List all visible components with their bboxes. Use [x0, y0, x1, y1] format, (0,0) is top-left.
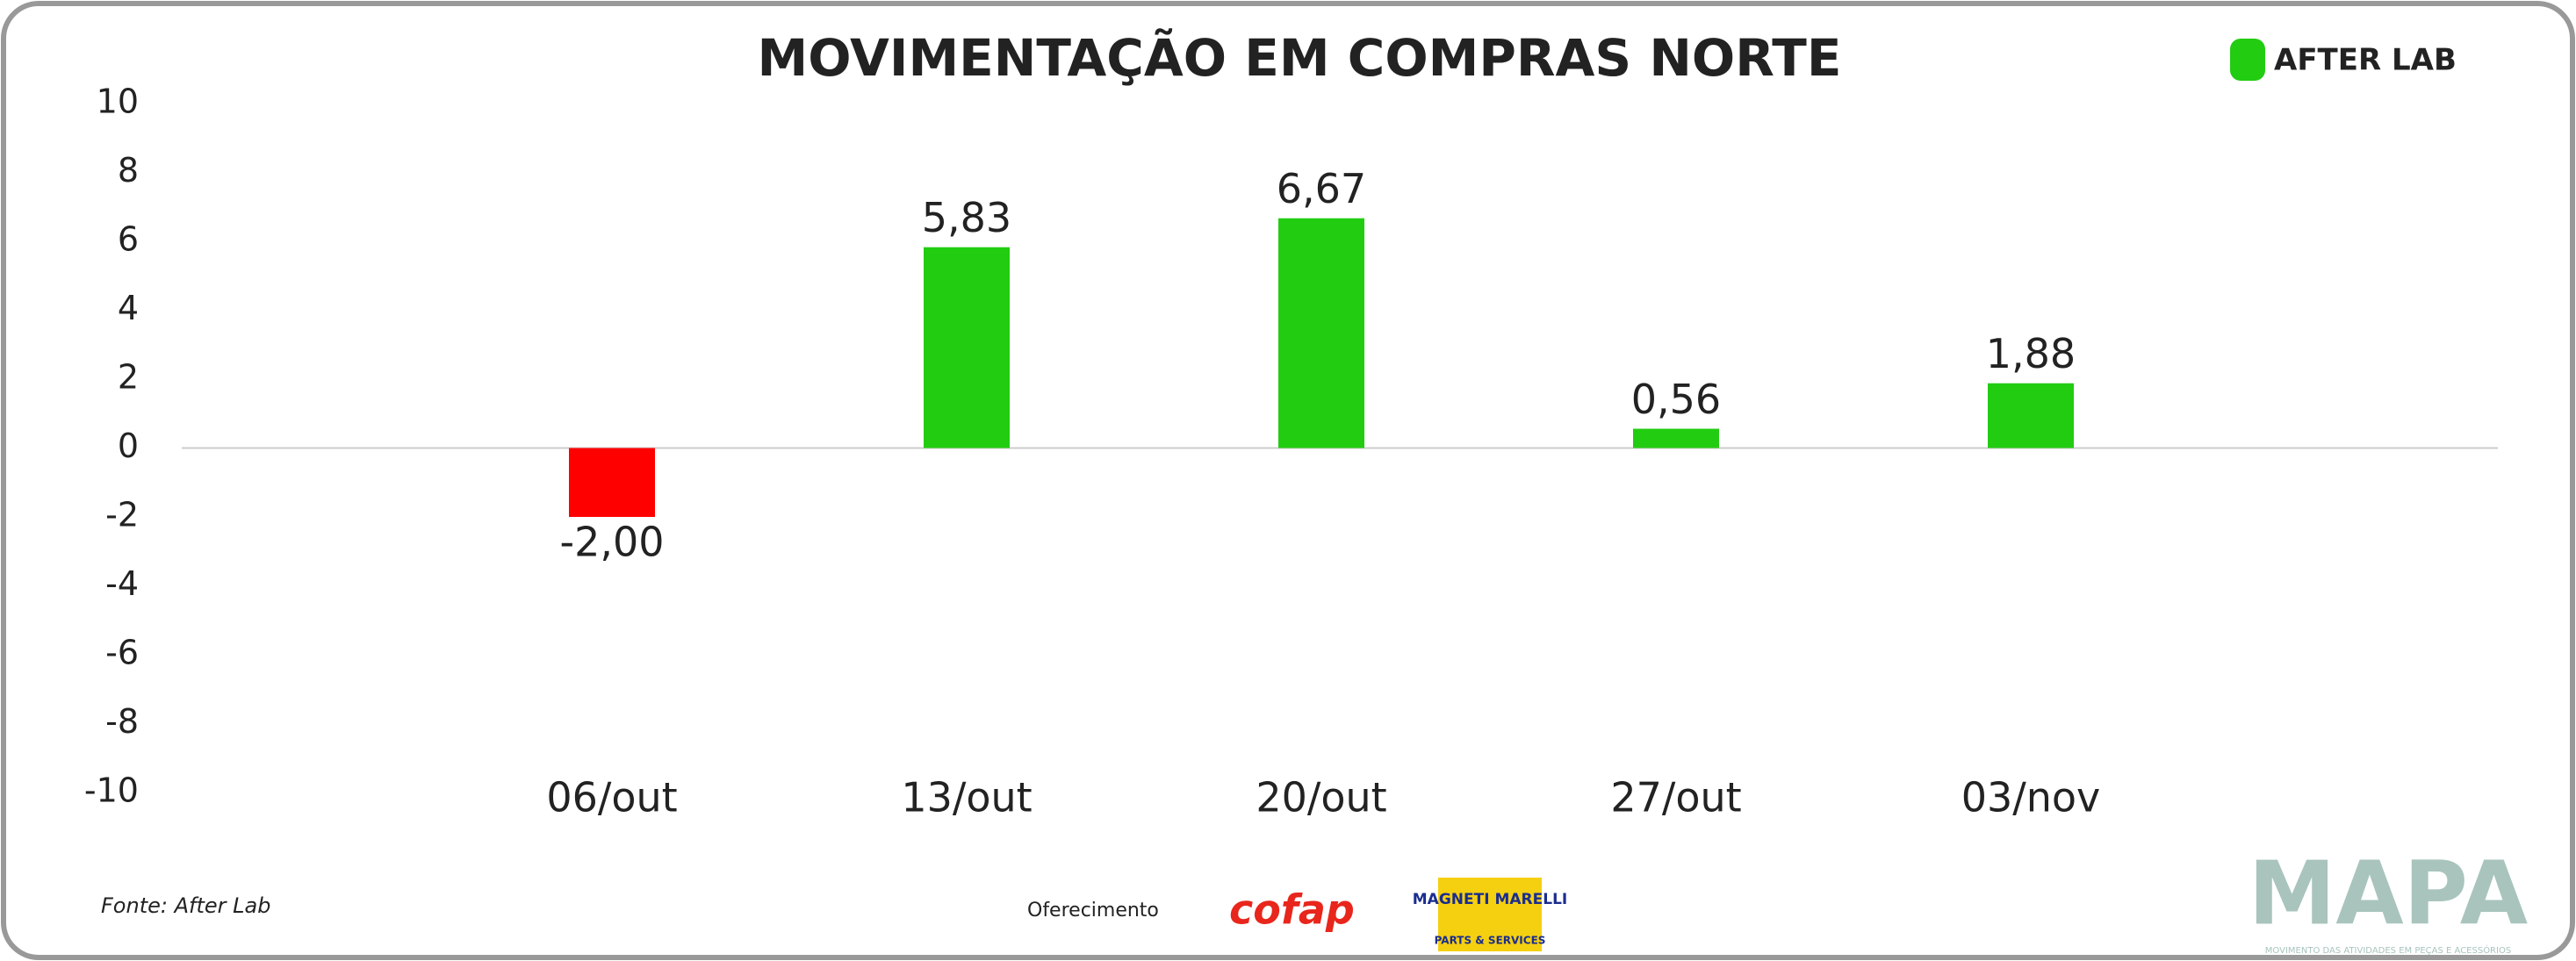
bar	[924, 247, 1010, 448]
sponsor-marelli: MAGNETI MARELLI	[1413, 891, 1567, 908]
brand: MAPA	[2249, 842, 2528, 944]
y-tick-label: -10	[84, 771, 139, 810]
y-tick-label: -6	[105, 634, 139, 672]
value-label: -2,00	[559, 519, 664, 566]
bar	[1988, 383, 2074, 448]
bar	[569, 448, 655, 517]
logo: AFTER LAB	[2274, 43, 2457, 78]
value-label: 6,67	[1277, 165, 1366, 212]
y-tick-label: 10	[97, 82, 139, 121]
bar	[1633, 428, 1719, 448]
y-tick-label: 0	[118, 427, 139, 465]
y-tick-label: 4	[118, 289, 139, 327]
logo-icon	[2230, 39, 2265, 81]
sponsor-marelli-sub: PARTS & SERVICES	[1435, 935, 1546, 947]
y-tick-label: -4	[105, 564, 139, 603]
source: Fonte: After Lab	[101, 893, 270, 918]
x-tick-label: 20/out	[1256, 774, 1386, 821]
value-label: 1,88	[1986, 330, 2076, 377]
bar	[1278, 218, 1364, 448]
brand-sub: MOVIMENTO DAS ATIVIDADES EM PEÇAS E ACES…	[2265, 944, 2511, 956]
y-tick-label: -2	[105, 496, 139, 534]
chart-title: MOVIMENTAÇÃO EM COMPRAS NORTE	[758, 27, 1842, 88]
y-tick-label: 6	[118, 220, 139, 259]
y-tick-label: 2	[118, 358, 139, 397]
value-label: 0,56	[1631, 376, 1721, 423]
x-tick-label: 03/nov	[1961, 774, 2101, 821]
x-tick-label: 06/out	[546, 774, 677, 821]
y-tick-label: -8	[105, 702, 139, 741]
sponsor-cofap: cofap	[1229, 886, 1355, 934]
sponsor-label: Oferecimento	[1027, 900, 1159, 922]
value-label: 5,83	[922, 194, 1011, 241]
x-tick-label: 13/out	[901, 774, 1032, 821]
y-tick-label: 8	[118, 151, 139, 190]
sponsor-box	[1438, 878, 1542, 951]
x-tick-label: 27/out	[1610, 774, 1741, 821]
